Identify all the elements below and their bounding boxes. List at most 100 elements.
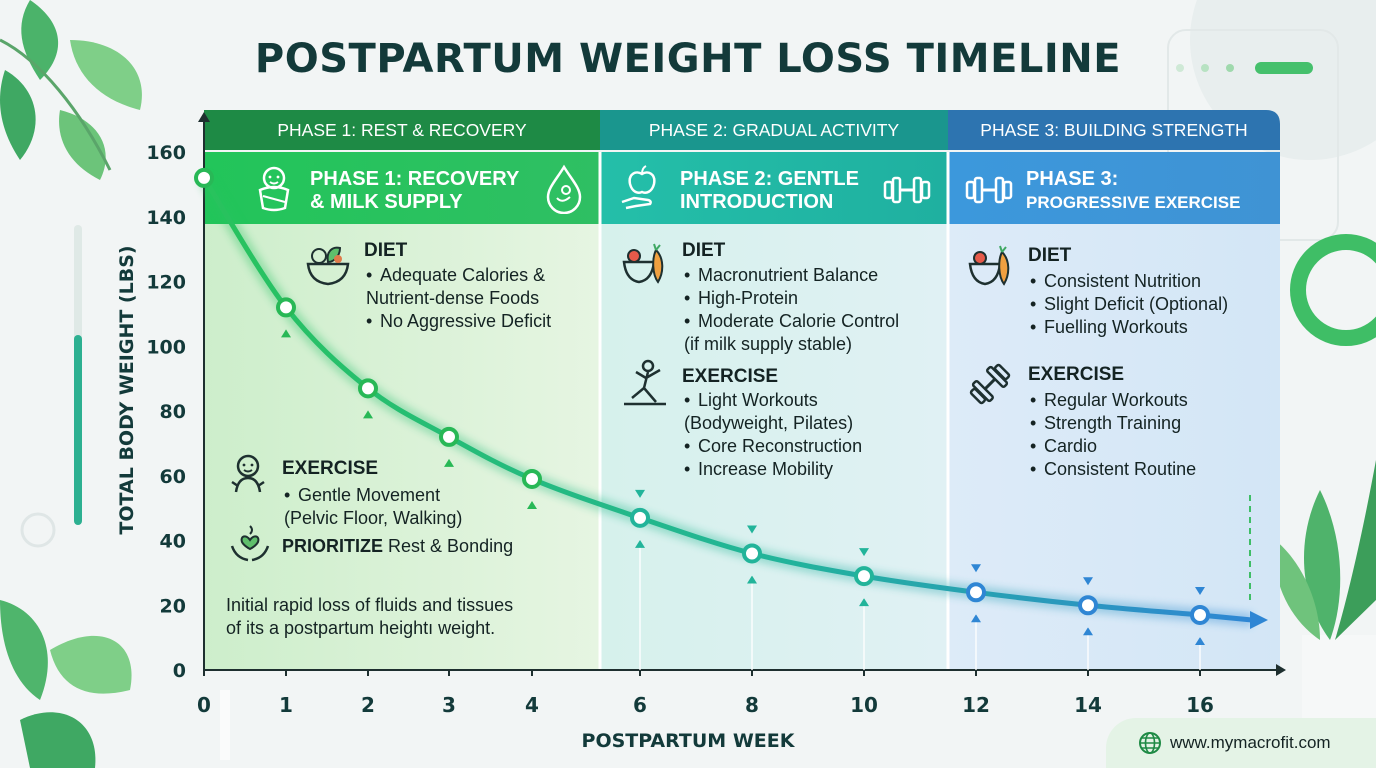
up-triangle-marker xyxy=(444,458,454,467)
hands-heart-icon xyxy=(230,525,270,562)
x-tick-label: 2 xyxy=(361,693,375,717)
phase-1-diet-list: • Adequate Calories & Nutrient-dense Food… xyxy=(366,264,551,333)
y-tick-label: 20 xyxy=(160,595,186,617)
y-tick-label: 120 xyxy=(146,272,186,294)
phase-2-header-strip xyxy=(600,110,948,150)
list-item: • Fuelling Workouts xyxy=(1030,317,1188,337)
phase-1-header-strip xyxy=(204,110,600,150)
phase-1-note-line-1: Initial rapid loss of fluids and tissues xyxy=(226,595,514,615)
page-title: POSTPARTUM WEIGHT LOSS TIMELINE xyxy=(254,36,1122,82)
data-point xyxy=(966,582,986,603)
phase-3-header-strip xyxy=(948,110,1280,150)
x-tick-label: 10 xyxy=(850,693,878,717)
list-item: • Increase Mobility xyxy=(684,459,834,479)
up-triangle-marker xyxy=(859,598,869,607)
list-item: • Consistent Routine xyxy=(1030,459,1197,479)
phase-1-priority-rest: Rest & Bonding xyxy=(388,536,514,556)
dumbbell-angled-icon xyxy=(969,363,1011,405)
baby-icon xyxy=(231,454,265,493)
list-item: • No Aggressive Deficit xyxy=(366,311,552,331)
phase-1-header: PHASE 1: REST & RECOVERY xyxy=(277,120,527,140)
up-triangle-marker xyxy=(1195,636,1205,645)
phase-1-priority-bold: PRIORITIZE xyxy=(282,536,384,556)
phase-3-header: PHASE 3: BUILDING STRENGTH xyxy=(980,120,1248,140)
list-item: • Slight Deficit (Optional) xyxy=(1030,294,1229,314)
y-tick-label: 0 xyxy=(173,660,186,682)
x-tick-label: 16 xyxy=(1186,693,1214,717)
x-tick-label: 3 xyxy=(442,693,456,717)
x-tick-label: 12 xyxy=(962,693,990,717)
list-item: • Strength Training xyxy=(1030,413,1182,433)
phase-3-subtitle-line-1: PHASE 3: xyxy=(1026,168,1119,190)
x-axis-label: POSTPARTUM WEEK xyxy=(581,730,795,752)
list-item: • Cardio xyxy=(1030,436,1098,456)
phase-2-exercise-title: EXERCISE xyxy=(682,366,779,387)
y-tick-label: 100 xyxy=(146,336,186,358)
up-triangle-marker xyxy=(747,575,757,584)
list-item: • Consistent Nutrition xyxy=(1030,271,1202,291)
up-triangle-marker xyxy=(281,329,291,338)
phase-2-diet-title: DIET xyxy=(682,240,726,261)
phase-2-subtitle: PHASE 2: GENTLE INTRODUCTION xyxy=(680,168,859,214)
list-item: • Regular Workouts xyxy=(1030,390,1188,410)
phase-3-exercise-list: • Regular Workouts • Strength Training • Ca… xyxy=(1030,389,1196,481)
y-tick-label: 40 xyxy=(160,531,186,553)
up-triangle-marker xyxy=(363,410,373,419)
milk-drop-icon xyxy=(546,164,582,214)
y-tick-label: 60 xyxy=(160,466,186,488)
dumbbell-icon xyxy=(883,176,931,204)
x-tick-label: 14 xyxy=(1074,693,1102,717)
phase-1-note-line-2: of its a postpartum heightı weight. xyxy=(226,618,496,638)
down-triangle-marker xyxy=(859,548,869,557)
y-tick-label: 140 xyxy=(146,207,186,229)
y-tick-label: 160 xyxy=(146,142,186,164)
phase-3-subtitle: PHASE 3: PROGRESSIVE EXERCISE xyxy=(1026,168,1240,214)
y-axis-label-text: TOTAL BODY WEIGHT (LBS) xyxy=(116,245,138,535)
up-triangle-marker xyxy=(635,539,645,548)
phase-3-panel xyxy=(948,152,1280,670)
list-item: • Gentle Movement xyxy=(284,485,441,505)
phase-1-exercise-list: • Gentle Movement (Pelvic Floor, Walking) xyxy=(284,484,462,530)
x-tick-label: 0 xyxy=(197,693,211,717)
list-item: • High-Protein xyxy=(684,288,799,308)
leaf-decoration-top-left xyxy=(0,0,142,180)
y-tick-label: 80 xyxy=(160,401,186,423)
dumbbell-icon xyxy=(965,176,1013,204)
y-axis-arrow xyxy=(198,112,210,122)
down-triangle-marker xyxy=(1083,577,1093,586)
phase-3-subtitle-line-2: PROGRESSIVE EXERCISE xyxy=(1026,193,1241,212)
data-point xyxy=(854,566,874,587)
up-triangle-marker xyxy=(1083,627,1093,636)
up-triangle-marker xyxy=(527,500,537,509)
phase-2-subtitle-line-2: INTRODUCTION xyxy=(680,191,834,213)
phase-2-diet-list: • Macronutrient Balance • High-Protein • Mo… xyxy=(684,264,899,356)
phase-1-subtitle-line-2: & MILK SUPPLY xyxy=(310,191,463,213)
series-arrowhead xyxy=(1250,610,1268,629)
footer: www.mymacrofit.com xyxy=(1106,718,1376,768)
globe-icon xyxy=(1139,732,1161,754)
data-point xyxy=(194,167,214,188)
list-item: (Pelvic Floor, Walking) xyxy=(284,508,463,528)
phase-3-diet-title: DIET xyxy=(1028,245,1072,266)
data-point xyxy=(742,543,762,564)
down-triangle-marker xyxy=(971,564,981,573)
list-item: • Moderate Calorie Control xyxy=(684,311,900,331)
fruit-veg-icon xyxy=(968,245,1010,286)
footer-url[interactable]: www.mymacrofit.com xyxy=(1170,733,1331,752)
phase-2-subtitle-line-1: PHASE 2: GENTLE xyxy=(680,168,859,190)
phase-3-exercise-title: EXERCISE xyxy=(1028,364,1125,385)
phase-1-note: Initial rapid loss of fluids and tissues… xyxy=(226,594,513,640)
down-triangle-marker xyxy=(747,525,757,534)
fruit-veg-icon xyxy=(622,243,664,284)
data-point xyxy=(1078,595,1098,616)
down-triangle-marker xyxy=(1195,586,1205,595)
salad-bowl-icon xyxy=(306,246,350,286)
phase-1-diet-title: DIET xyxy=(364,240,408,261)
data-point xyxy=(358,378,378,399)
list-item: • Adequate Calories & xyxy=(366,265,546,285)
phase-1-subtitle: PHASE 1: RECOVERY & MILK SUPPLY xyxy=(310,168,519,214)
phase-1-subtitle-line-1: PHASE 1: RECOVERY xyxy=(310,168,520,190)
phase-1-priority: PRIORITIZE Rest & Bonding xyxy=(282,536,513,557)
